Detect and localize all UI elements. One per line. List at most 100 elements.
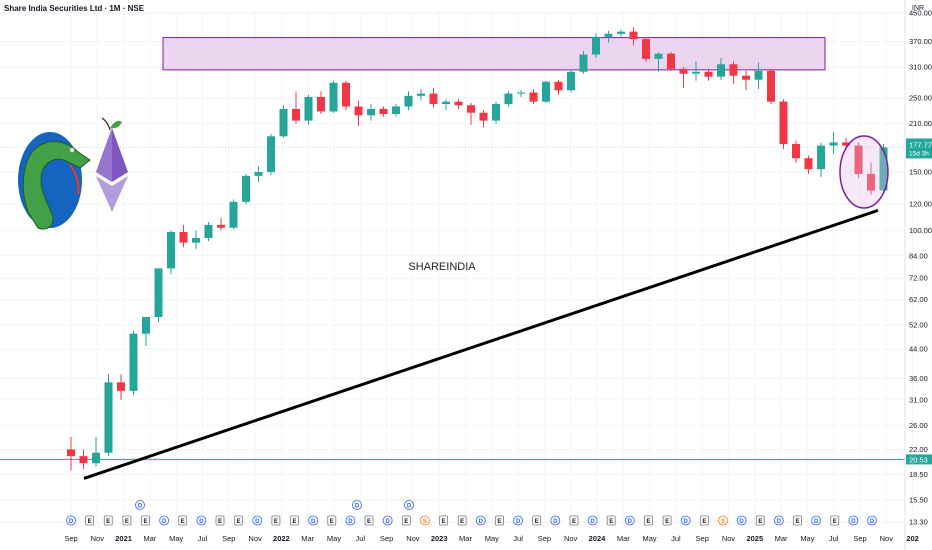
event-marker[interactable]: D	[773, 515, 784, 526]
event-marker[interactable]: D	[196, 515, 207, 526]
event-marker[interactable]: E	[439, 515, 448, 526]
event-marker[interactable]: D	[680, 515, 691, 526]
event-marker[interactable]: E	[793, 515, 802, 526]
event-marker[interactable]: E	[699, 515, 709, 526]
event-marker[interactable]: S	[718, 515, 728, 526]
event-marker[interactable]: D	[308, 515, 319, 526]
event-marker[interactable]: E	[234, 515, 244, 526]
event-marker[interactable]: E	[569, 515, 579, 526]
event-marker[interactable]: E	[364, 515, 374, 526]
earnings-badge	[215, 515, 225, 526]
dividend-badge	[773, 515, 784, 526]
earnings-badge	[290, 515, 299, 526]
event-marker[interactable]: E	[662, 515, 672, 526]
event-marker[interactable]: D	[867, 515, 877, 526]
dividend-badge	[196, 515, 207, 526]
earnings-badge-letter: E	[646, 519, 650, 525]
event-marker[interactable]: E	[401, 515, 411, 526]
earnings-badge-letter: E	[442, 519, 446, 525]
earnings-badge	[439, 515, 448, 526]
dividend-badge	[352, 500, 362, 510]
earnings-badge	[271, 515, 281, 526]
event-marker[interactable]: D	[135, 500, 145, 510]
event-marker[interactable]: E	[271, 515, 281, 526]
time-tick-label: May	[169, 534, 183, 543]
candle-body	[479, 112, 488, 121]
event-marker[interactable]: D	[587, 515, 598, 526]
event-marker[interactable]: E	[103, 515, 113, 526]
candle-body	[267, 136, 275, 172]
resistance-zone[interactable]	[162, 37, 826, 71]
event-marker[interactable]: E	[830, 515, 840, 526]
price-tick-label: 22.00	[909, 445, 928, 454]
event-marker[interactable]: E	[644, 515, 653, 526]
event-marker[interactable]: E	[327, 515, 337, 526]
dividend-badge-letter: D	[739, 519, 744, 525]
event-marker[interactable]: D	[345, 515, 356, 526]
event-marker[interactable]: E	[532, 515, 542, 526]
event-marker[interactable]: E	[495, 515, 504, 526]
event-marker[interactable]: D	[159, 515, 170, 526]
logo-snake-eye	[70, 148, 74, 152]
event-marker[interactable]: D	[252, 515, 263, 526]
event-marker[interactable]: E	[215, 515, 225, 526]
event-marker[interactable]: D	[404, 500, 414, 510]
price-tick-label: 450.00	[909, 9, 932, 18]
candle-body	[292, 108, 300, 121]
time-tick-label: 2021	[115, 534, 132, 543]
candle-body	[842, 142, 850, 146]
price-tick-label: 310.00	[909, 63, 932, 72]
highlight-ellipse[interactable]	[839, 135, 889, 209]
event-marker[interactable]: E	[755, 515, 765, 526]
event-marker[interactable]: E	[141, 515, 150, 526]
event-marker[interactable]: E	[178, 515, 188, 526]
candle-body	[492, 104, 500, 121]
event-marker[interactable]: D	[382, 515, 393, 526]
last-price-label-bg	[906, 138, 932, 159]
chart-title: Share India Securities Ltd · 1M · NSE	[4, 4, 145, 13]
earnings-badge	[457, 515, 467, 526]
candle-body	[704, 71, 713, 77]
event-marker[interactable]: D	[848, 515, 859, 526]
candle-body	[229, 201, 238, 228]
candle-body	[542, 81, 550, 102]
event-marker[interactable]: D	[513, 515, 523, 526]
time-tick-label: Jul	[513, 534, 523, 543]
event-marker[interactable]: E	[457, 515, 467, 526]
candle-body	[129, 333, 138, 391]
dividend-badge	[66, 515, 76, 526]
event-marker[interactable]: E	[122, 515, 132, 526]
earnings-badge-letter: E	[274, 519, 278, 525]
event-marker[interactable]: D	[736, 515, 747, 526]
earnings-badge-letter: E	[758, 519, 762, 525]
dividend-badge	[680, 515, 691, 526]
trend-line[interactable]	[83, 208, 879, 480]
candle-body	[729, 64, 738, 76]
candle-body	[367, 108, 375, 116]
event-marker[interactable]: D	[475, 515, 486, 526]
earnings-badge-letter: E	[125, 519, 129, 525]
event-marker[interactable]: D	[550, 515, 561, 526]
earnings-badge	[793, 515, 802, 526]
candle-body	[567, 71, 575, 91]
event-marker[interactable]: D	[624, 515, 635, 526]
candle-body	[117, 382, 125, 391]
price-tick-label: 36.00	[909, 374, 928, 383]
event-marker[interactable]: E	[290, 515, 299, 526]
event-marker[interactable]: D	[352, 500, 362, 510]
event-marker[interactable]: E	[85, 515, 95, 526]
event-marker[interactable]: D	[811, 515, 822, 526]
candle-body	[667, 53, 675, 69]
earnings-badge-letter: E	[237, 519, 241, 525]
event-marker[interactable]: S	[420, 515, 430, 526]
event-marker[interactable]: D	[66, 515, 76, 526]
logo-stem	[101, 117, 111, 131]
candle-body	[167, 232, 175, 269]
event-markers[interactable]: D E E E E D E D E E D E E D E D E D E S E E D E D E D E D E D E E D E S D E D E…	[66, 500, 877, 526]
price-axis[interactable]: 450.00 370.00 310.00 250.00 210.00 150.00 120.…	[909, 9, 932, 527]
time-axis[interactable]: Sep Nov 2021 Mar May Jul Sep Nov 2022 Mar May Jul Se…	[64, 534, 919, 543]
event-marker[interactable]: E	[606, 515, 616, 526]
candle-body	[792, 144, 800, 159]
dividend-badge-letter: D	[355, 504, 360, 510]
